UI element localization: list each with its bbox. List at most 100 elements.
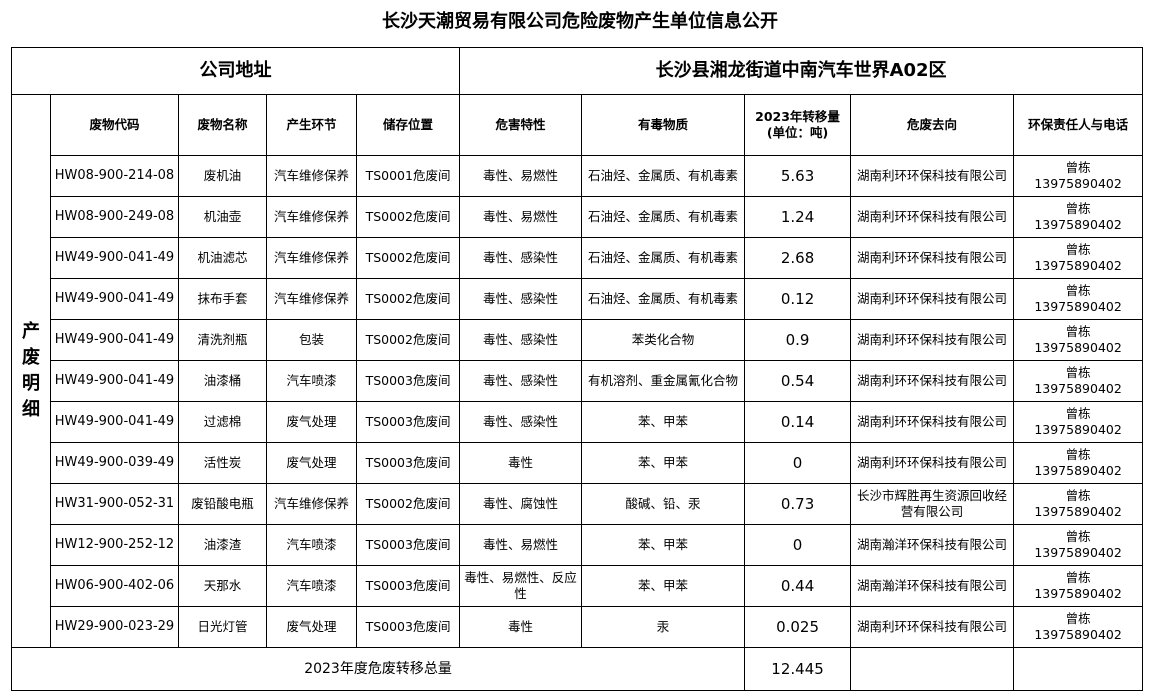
contact-phone: 13975890402: [1034, 258, 1122, 273]
waste-destination-cell: 湖南瀚洋环保科技有限公司: [850, 565, 1015, 607]
waste-code-cell: HW49-900-041-49: [50, 237, 179, 279]
contact-person: 曾栋: [1065, 283, 1091, 298]
toxic-substance-cell: 石油烃、金属质、有机毒素: [581, 155, 746, 197]
contact-person: 曾栋: [1065, 447, 1091, 462]
hazard-property-cell: 毒性、易燃性、反应性: [459, 565, 583, 607]
address-value: 长沙县湘龙街道中南汽车世界A02区: [459, 47, 1144, 95]
generation-stage-cell: 汽车维修保养: [266, 483, 357, 525]
waste-code-cell: HW12-900-252-12: [50, 524, 179, 566]
waste-name-cell: 天那水: [178, 565, 267, 607]
transfer-amount-cell: 0: [744, 442, 852, 484]
storage-location-cell: TS0003危废间: [355, 360, 461, 402]
generation-stage-cell: 汽车维修保养: [266, 237, 357, 279]
waste-destination-cell: 湖南利环环保科技有限公司: [850, 606, 1015, 648]
table-row: HW08-900-249-08 机油壶 汽车维修保养 TS0002危废间 毒性、易燃性石…: [12, 196, 1144, 238]
waste-code-cell: HW49-900-041-49: [50, 360, 179, 402]
contact-person: 曾栋: [1065, 488, 1091, 503]
storage-location-cell: TS0001危废间: [355, 155, 461, 197]
waste-code-cell: HW49-900-039-49: [50, 442, 179, 484]
waste-name-cell: 机油壶: [178, 196, 267, 238]
table-row: HW31-900-052-31 废铅酸电瓶 汽车维修保养 TS0002危废间 毒性、腐蚀…: [12, 483, 1144, 525]
hazard-property-cell: 毒性: [459, 442, 583, 484]
generation-stage-cell: 汽车维修保养: [266, 155, 357, 197]
hazard-property-cell: 毒性、感染性: [459, 278, 583, 320]
toxic-substance-cell: 酸碱、铅、汞: [581, 483, 746, 525]
table-row: HW49-900-041-49 机油滤芯 汽车维修保养 TS0002危废间 毒性、感染性…: [12, 237, 1144, 279]
storage-location-cell: TS0002危废间: [355, 319, 461, 361]
table-row: HW49-900-039-49 活性炭 废气处理 TS0003危废间 毒性 苯、甲苯 0 湖南…: [12, 442, 1144, 484]
transfer-amount-cell: 0.9: [744, 319, 852, 361]
col-header-hazard: 危害特性: [459, 94, 583, 156]
contact-cell: 曾栋 13975890402: [1013, 319, 1144, 361]
contact-phone: 13975890402: [1034, 586, 1122, 601]
hazard-property-cell: 毒性、感染性: [459, 319, 583, 361]
contact-cell: 曾栋 13975890402: [1013, 483, 1144, 525]
contact-cell: 曾栋 13975890402: [1013, 565, 1144, 607]
contact-person: 曾栋: [1065, 570, 1091, 585]
contact-person: 曾栋: [1065, 160, 1091, 175]
col-header-storage: 储存位置: [355, 94, 461, 156]
storage-location-cell: TS0002危废间: [355, 278, 461, 320]
waste-name-cell: 日光灯管: [178, 606, 267, 648]
waste-code-cell: HW08-900-249-08: [50, 196, 179, 238]
table-row: HW49-900-041-49 清洗剂瓶 包装 TS0002危废间 毒性、感染性 苯类化合…: [12, 319, 1144, 361]
address-label: 公司地址: [10, 47, 461, 95]
hazard-property-cell: 毒性: [459, 606, 583, 648]
generation-stage-cell: 汽车喷漆: [266, 565, 357, 607]
waste-code-cell: HW49-900-041-49: [50, 319, 179, 361]
toxic-substance-cell: 苯类化合物: [581, 319, 746, 361]
contact-phone: 13975890402: [1034, 217, 1122, 232]
waste-destination-cell: 湖南利环环保科技有限公司: [850, 319, 1015, 361]
generation-stage-cell: 汽车维修保养: [266, 278, 357, 320]
contact-phone: 13975890402: [1034, 545, 1122, 560]
waste-destination-cell: 湖南利环环保科技有限公司: [850, 442, 1015, 484]
waste-code-cell: HW08-900-214-08: [50, 155, 179, 197]
contact-phone: 13975890402: [1034, 463, 1122, 478]
waste-name-cell: 清洗剂瓶: [178, 319, 267, 361]
waste-destination-cell: 湖南利环环保科技有限公司: [850, 196, 1015, 238]
contact-cell: 曾栋 13975890402: [1013, 360, 1144, 402]
storage-location-cell: TS0002危废间: [355, 196, 461, 238]
total-label: 2023年度危废转移总量: [10, 647, 746, 691]
waste-name-cell: 机油滤芯: [178, 237, 267, 279]
waste-destination-cell: 湖南利环环保科技有限公司: [850, 155, 1015, 197]
contact-cell: 曾栋 13975890402: [1013, 606, 1144, 648]
storage-location-cell: TS0003危废间: [355, 401, 461, 443]
generation-stage-cell: 废气处理: [266, 606, 357, 648]
toxic-substance-cell: 石油烃、金属质、有机毒素: [581, 237, 746, 279]
total-empty-cell: [1013, 647, 1144, 691]
total-value: 12.445: [744, 647, 852, 691]
hazard-property-cell: 毒性、感染性: [459, 360, 583, 402]
generation-stage-cell: 废气处理: [266, 442, 357, 484]
table-row: HW49-900-041-49 过滤棉 废气处理 TS0003危废间 毒性、感染性 苯、甲…: [12, 401, 1144, 443]
toxic-substance-cell: 有机溶剂、重金属氰化合物: [581, 360, 746, 402]
generation-stage-cell: 汽车喷漆: [266, 524, 357, 566]
col-header-stage: 产生环节: [266, 94, 357, 156]
waste-name-cell: 抹布手套: [178, 278, 267, 320]
contact-phone: 13975890402: [1034, 422, 1122, 437]
contact-person: 曾栋: [1065, 324, 1091, 339]
toxic-substance-cell: 苯、甲苯: [581, 442, 746, 484]
waste-destination-cell: 湖南利环环保科技有限公司: [850, 237, 1015, 279]
waste-destination-cell: 湖南利环环保科技有限公司: [850, 278, 1015, 320]
contact-phone: 13975890402: [1034, 176, 1122, 191]
transfer-amount-cell: 0.73: [744, 483, 852, 525]
hazard-property-cell: 毒性、感染性: [459, 401, 583, 443]
storage-location-cell: TS0003危废间: [355, 565, 461, 607]
toxic-substance-cell: 苯、甲苯: [581, 524, 746, 566]
waste-code-cell: HW06-900-402-06: [50, 565, 179, 607]
hazard-property-cell: 毒性、易燃性: [459, 196, 583, 238]
contact-cell: 曾栋 13975890402: [1013, 524, 1144, 566]
waste-destination-cell: 湖南瀚洋环保科技有限公司: [850, 524, 1015, 566]
generation-stage-cell: 包装: [266, 319, 357, 361]
waste-name-cell: 油漆渣: [178, 524, 267, 566]
storage-location-cell: TS0003危废间: [355, 442, 461, 484]
generation-stage-cell: 废气处理: [266, 401, 357, 443]
contact-person: 曾栋: [1065, 611, 1091, 626]
transfer-amount-cell: 0.12: [744, 278, 852, 320]
storage-location-cell: TS0003危废间: [355, 524, 461, 566]
storage-location-cell: TS0002危废间: [355, 483, 461, 525]
col-header-name: 废物名称: [178, 94, 267, 156]
contact-phone: 13975890402: [1034, 627, 1122, 642]
contact-phone: 13975890402: [1034, 299, 1122, 314]
